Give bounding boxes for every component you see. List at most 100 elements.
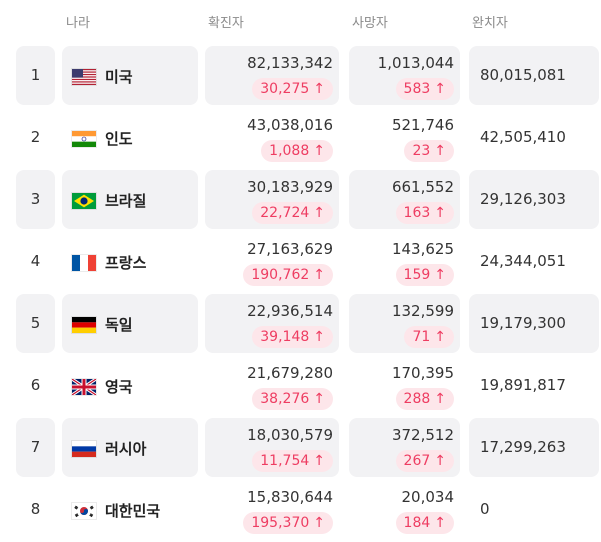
confirmed-new-badge: 195,370 ↑: [243, 512, 333, 534]
deaths-new-badge: 159 ↑: [395, 264, 454, 286]
confirmed-total: 30,183,929: [247, 178, 333, 196]
confirmed-new-badge: 39,148 ↑: [252, 326, 333, 348]
table-row[interactable]: 3 브라질 30,183,929 22,724 ↑ 661,552 163 ↑ 29,126,3…: [0, 170, 601, 232]
rank-number: 4: [30, 252, 41, 270]
recovered-cell: 0: [469, 480, 599, 539]
confirmed-cell: 43,038,016 1,088 ↑: [205, 108, 339, 167]
header-confirmed: 확진자: [208, 16, 244, 31]
confirmed-new-badge: 38,276 ↑: [252, 388, 333, 410]
arrow-up-icon: ↑: [313, 205, 325, 221]
arrow-up-icon: ↑: [313, 515, 325, 531]
arrow-up-icon: ↑: [434, 205, 446, 221]
rank-cell: 1: [16, 46, 55, 105]
flag-in-icon: [72, 131, 96, 147]
country-cell: 인도: [62, 108, 198, 167]
rank-number: 3: [30, 190, 41, 208]
deaths-new-value: 288: [403, 391, 431, 407]
deaths-new-badge: 71 ↑: [404, 326, 454, 348]
header-country: 나라: [66, 16, 90, 31]
country-name: 러시아: [105, 440, 147, 458]
recovered-cell: 17,299,263: [469, 418, 599, 477]
deaths-total: 661,552: [391, 178, 454, 196]
deaths-cell: 1,013,044 583 ↑: [349, 46, 460, 105]
deaths-new-value: 23: [412, 143, 431, 159]
country-name: 독일: [105, 316, 133, 334]
recovered-total: 42,505,410: [480, 128, 566, 146]
confirmed-cell: 27,163,629 190,762 ↑: [205, 232, 339, 291]
confirmed-new-badge: 1,088 ↑: [261, 140, 333, 162]
flag-br-icon: [72, 193, 96, 209]
arrow-up-icon: ↑: [313, 453, 325, 469]
country-cell: 러시아: [62, 418, 198, 477]
arrow-up-icon: ↑: [434, 453, 446, 469]
deaths-new-badge: 583 ↑: [395, 78, 454, 100]
rank-number: 5: [30, 314, 41, 332]
confirmed-total: 21,679,280: [247, 364, 333, 382]
deaths-new-badge: 288 ↑: [395, 388, 454, 410]
arrow-up-icon: ↑: [434, 329, 446, 345]
arrow-up-icon: ↑: [313, 267, 325, 283]
header-deaths: 사망자: [352, 16, 388, 31]
rank-number: 8: [30, 500, 41, 518]
table-row[interactable]: 4 프랑스 27,163,629 190,762 ↑ 143,625 159 ↑ 24,344,…: [0, 232, 601, 294]
arrow-up-icon: ↑: [434, 515, 446, 531]
recovered-cell: 29,126,303: [469, 170, 599, 229]
deaths-new-badge: 184 ↑: [395, 512, 454, 534]
country-name: 인도: [105, 130, 133, 148]
table-row[interactable]: 5 독일 22,936,514 39,148 ↑ 132,599 71 ↑ 19,179,300: [0, 294, 601, 356]
flag-fr-icon: [72, 255, 96, 271]
country-name: 영국: [105, 378, 133, 396]
deaths-cell: 143,625 159 ↑: [349, 232, 460, 291]
recovered-total: 80,015,081: [480, 66, 566, 84]
deaths-total: 132,599: [391, 302, 454, 320]
recovered-cell: 42,505,410: [469, 108, 599, 167]
table-row[interactable]: 6 영국 21,679,280 38,276 ↑ 170,395 288 ↑ 19,891,81…: [0, 356, 601, 418]
recovered-cell: 80,015,081: [469, 46, 599, 105]
confirmed-new-value: 39,148: [260, 329, 310, 345]
confirmed-new-value: 22,724: [260, 205, 310, 221]
table-header: 나라 확진자 사망자 완치자: [0, 0, 601, 40]
confirmed-new-value: 38,276: [260, 391, 310, 407]
flag-kr-icon: [72, 503, 96, 519]
country-name: 대한민국: [105, 502, 161, 520]
rank-cell: 2: [16, 108, 55, 167]
rank-cell: 6: [16, 356, 55, 415]
confirmed-total: 43,038,016: [247, 116, 333, 134]
flag-us-icon: [72, 69, 96, 85]
confirmed-new-value: 30,275: [260, 81, 310, 97]
confirmed-cell: 15,830,644 195,370 ↑: [205, 480, 339, 539]
confirmed-new-badge: 11,754 ↑: [252, 450, 333, 472]
rank-number: 7: [30, 438, 41, 456]
deaths-total: 170,395: [391, 364, 454, 382]
recovered-total: 19,179,300: [480, 314, 566, 332]
rank-number: 1: [30, 66, 41, 84]
deaths-new-badge: 163 ↑: [395, 202, 454, 224]
rank-number: 2: [30, 128, 41, 146]
deaths-new-value: 267: [403, 453, 431, 469]
deaths-cell: 132,599 71 ↑: [349, 294, 460, 353]
arrow-up-icon: ↑: [313, 391, 325, 407]
confirmed-new-badge: 190,762 ↑: [243, 264, 333, 286]
arrow-up-icon: ↑: [313, 81, 325, 97]
confirmed-total: 27,163,629: [247, 240, 333, 258]
table-row[interactable]: 2 인도 43,038,016 1,088 ↑ 521,746 23 ↑ 42,505,410: [0, 108, 601, 170]
country-cell: 브라질: [62, 170, 198, 229]
confirmed-cell: 30,183,929 22,724 ↑: [205, 170, 339, 229]
country-cell: 프랑스: [62, 232, 198, 291]
recovered-total: 24,344,051: [480, 252, 566, 270]
flag-de-icon: [72, 317, 96, 333]
recovered-total: 17,299,263: [480, 438, 566, 456]
recovered-total: 0: [480, 500, 490, 518]
table-row[interactable]: 7 러시아 18,030,579 11,754 ↑ 372,512 267 ↑ 17,299,2…: [0, 418, 601, 480]
deaths-total: 372,512: [391, 426, 454, 444]
table-row[interactable]: 8 대한민국 15,830,644 195,370 ↑ 20,034 184 ↑ 0: [0, 480, 601, 542]
arrow-up-icon: ↑: [434, 81, 446, 97]
header-recovered: 완치자: [472, 16, 508, 31]
table-row[interactable]: 1 미국 82,133,342 30,275 ↑ 1,013,044 583 ↑ 80,015,…: [0, 46, 601, 108]
rank-cell: 7: [16, 418, 55, 477]
confirmed-new-value: 11,754: [260, 453, 310, 469]
deaths-cell: 661,552 163 ↑: [349, 170, 460, 229]
rank-cell: 5: [16, 294, 55, 353]
confirmed-new-value: 195,370: [251, 515, 310, 531]
